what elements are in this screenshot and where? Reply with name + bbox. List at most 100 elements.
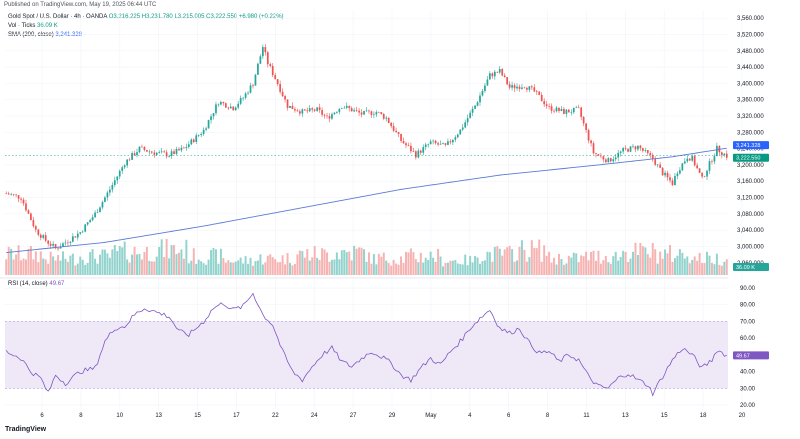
x-tick-label: 15 — [194, 413, 201, 419]
candle-body — [644, 150, 647, 151]
volume-bar — [328, 261, 331, 275]
volume-bar — [528, 257, 531, 275]
volume-bar — [281, 255, 284, 275]
volume-bar — [232, 262, 235, 275]
candle-body — [57, 248, 59, 249]
volume-bar — [160, 239, 163, 275]
volume-bar — [575, 253, 578, 275]
volume-bar — [651, 243, 654, 275]
candle-body — [459, 129, 462, 135]
candle-body — [215, 104, 217, 114]
candle-body — [434, 140, 437, 144]
rsi-tick-label: 70.00 — [740, 319, 756, 325]
volume-bar — [52, 256, 55, 275]
volume-bar — [252, 265, 254, 275]
candle-body — [572, 107, 575, 113]
volume-bar — [636, 255, 639, 275]
volume-bar — [422, 262, 425, 275]
volume-bar — [414, 259, 417, 275]
candle-body — [609, 158, 612, 162]
volume-bar — [607, 262, 610, 275]
volume-bar — [311, 257, 314, 275]
candle-body — [701, 172, 703, 177]
candle-body — [590, 140, 592, 144]
volume-bar — [553, 257, 556, 275]
volume-bar — [678, 249, 681, 275]
volume-bar — [557, 253, 560, 275]
sma-badge-bg — [733, 141, 769, 150]
volume-bar — [367, 252, 370, 275]
volume-bar — [691, 259, 694, 275]
candle-body — [456, 134, 459, 138]
volume-bar — [518, 246, 521, 275]
candle-body — [123, 165, 126, 168]
volume-bar — [671, 261, 674, 275]
candle-body — [558, 107, 560, 112]
volume-bar — [293, 263, 296, 275]
volume-bar — [533, 247, 536, 275]
volume-bar — [427, 259, 430, 275]
candles — [5, 44, 728, 252]
volume-bar — [604, 255, 607, 275]
volume-bar — [404, 251, 407, 275]
volume-bar — [353, 245, 356, 275]
volume-bar — [335, 252, 338, 275]
candle-body — [363, 110, 365, 115]
candle-body — [681, 163, 684, 171]
candle-body — [227, 107, 230, 109]
rsi-line — [5, 292, 727, 397]
candle-body — [368, 110, 370, 112]
candle-body — [89, 220, 91, 223]
volume-bar — [168, 258, 171, 275]
volume-bar — [464, 254, 467, 275]
volume-bar — [365, 261, 368, 275]
volume-bar — [99, 254, 101, 275]
sma-value: 3,241.328 — [55, 32, 83, 38]
candle-body — [326, 115, 328, 117]
volume-bar — [646, 254, 649, 275]
volume-bar — [279, 262, 282, 275]
candle-body — [224, 103, 227, 108]
candle-body — [316, 107, 319, 111]
candle-body — [197, 135, 200, 136]
candle-body — [136, 152, 138, 156]
candle-body — [597, 154, 600, 156]
volume-bar — [471, 262, 474, 275]
candle-body — [521, 87, 523, 89]
volume-bar — [372, 254, 375, 275]
volume-bar — [567, 255, 570, 275]
candle-body — [442, 143, 444, 144]
volume-bar — [180, 249, 183, 275]
volume-bar — [136, 254, 139, 275]
candle-body — [489, 73, 491, 80]
volume-bar — [269, 254, 272, 275]
volume-bar — [155, 256, 158, 275]
volume-bar — [577, 262, 580, 275]
candle-body — [32, 220, 35, 227]
volume-bar — [326, 252, 329, 275]
candle-body — [365, 110, 368, 112]
candle-body — [553, 110, 555, 112]
volume-bar — [395, 263, 398, 275]
candle-body — [498, 69, 501, 73]
volume-bar — [274, 259, 277, 275]
candle-body — [113, 180, 116, 185]
volume-bar — [343, 249, 346, 275]
x-tick-label: 6 — [40, 413, 44, 419]
volume-bar — [49, 251, 52, 275]
candle-body — [254, 74, 257, 86]
price-tick-label: 3,520.000 — [737, 32, 764, 38]
volume-bar — [205, 264, 208, 275]
volume-bar — [483, 260, 486, 275]
candle-body — [308, 108, 311, 112]
volume-bar — [266, 255, 269, 275]
volume-bar — [530, 240, 533, 275]
candle-body — [575, 107, 578, 109]
volume-bar — [210, 250, 213, 275]
candle-body — [424, 144, 427, 148]
candle-body — [106, 192, 109, 198]
rsi-tick-label: 90.00 — [740, 286, 756, 292]
sma-line — [5, 147, 728, 254]
volume-bar — [385, 260, 388, 275]
